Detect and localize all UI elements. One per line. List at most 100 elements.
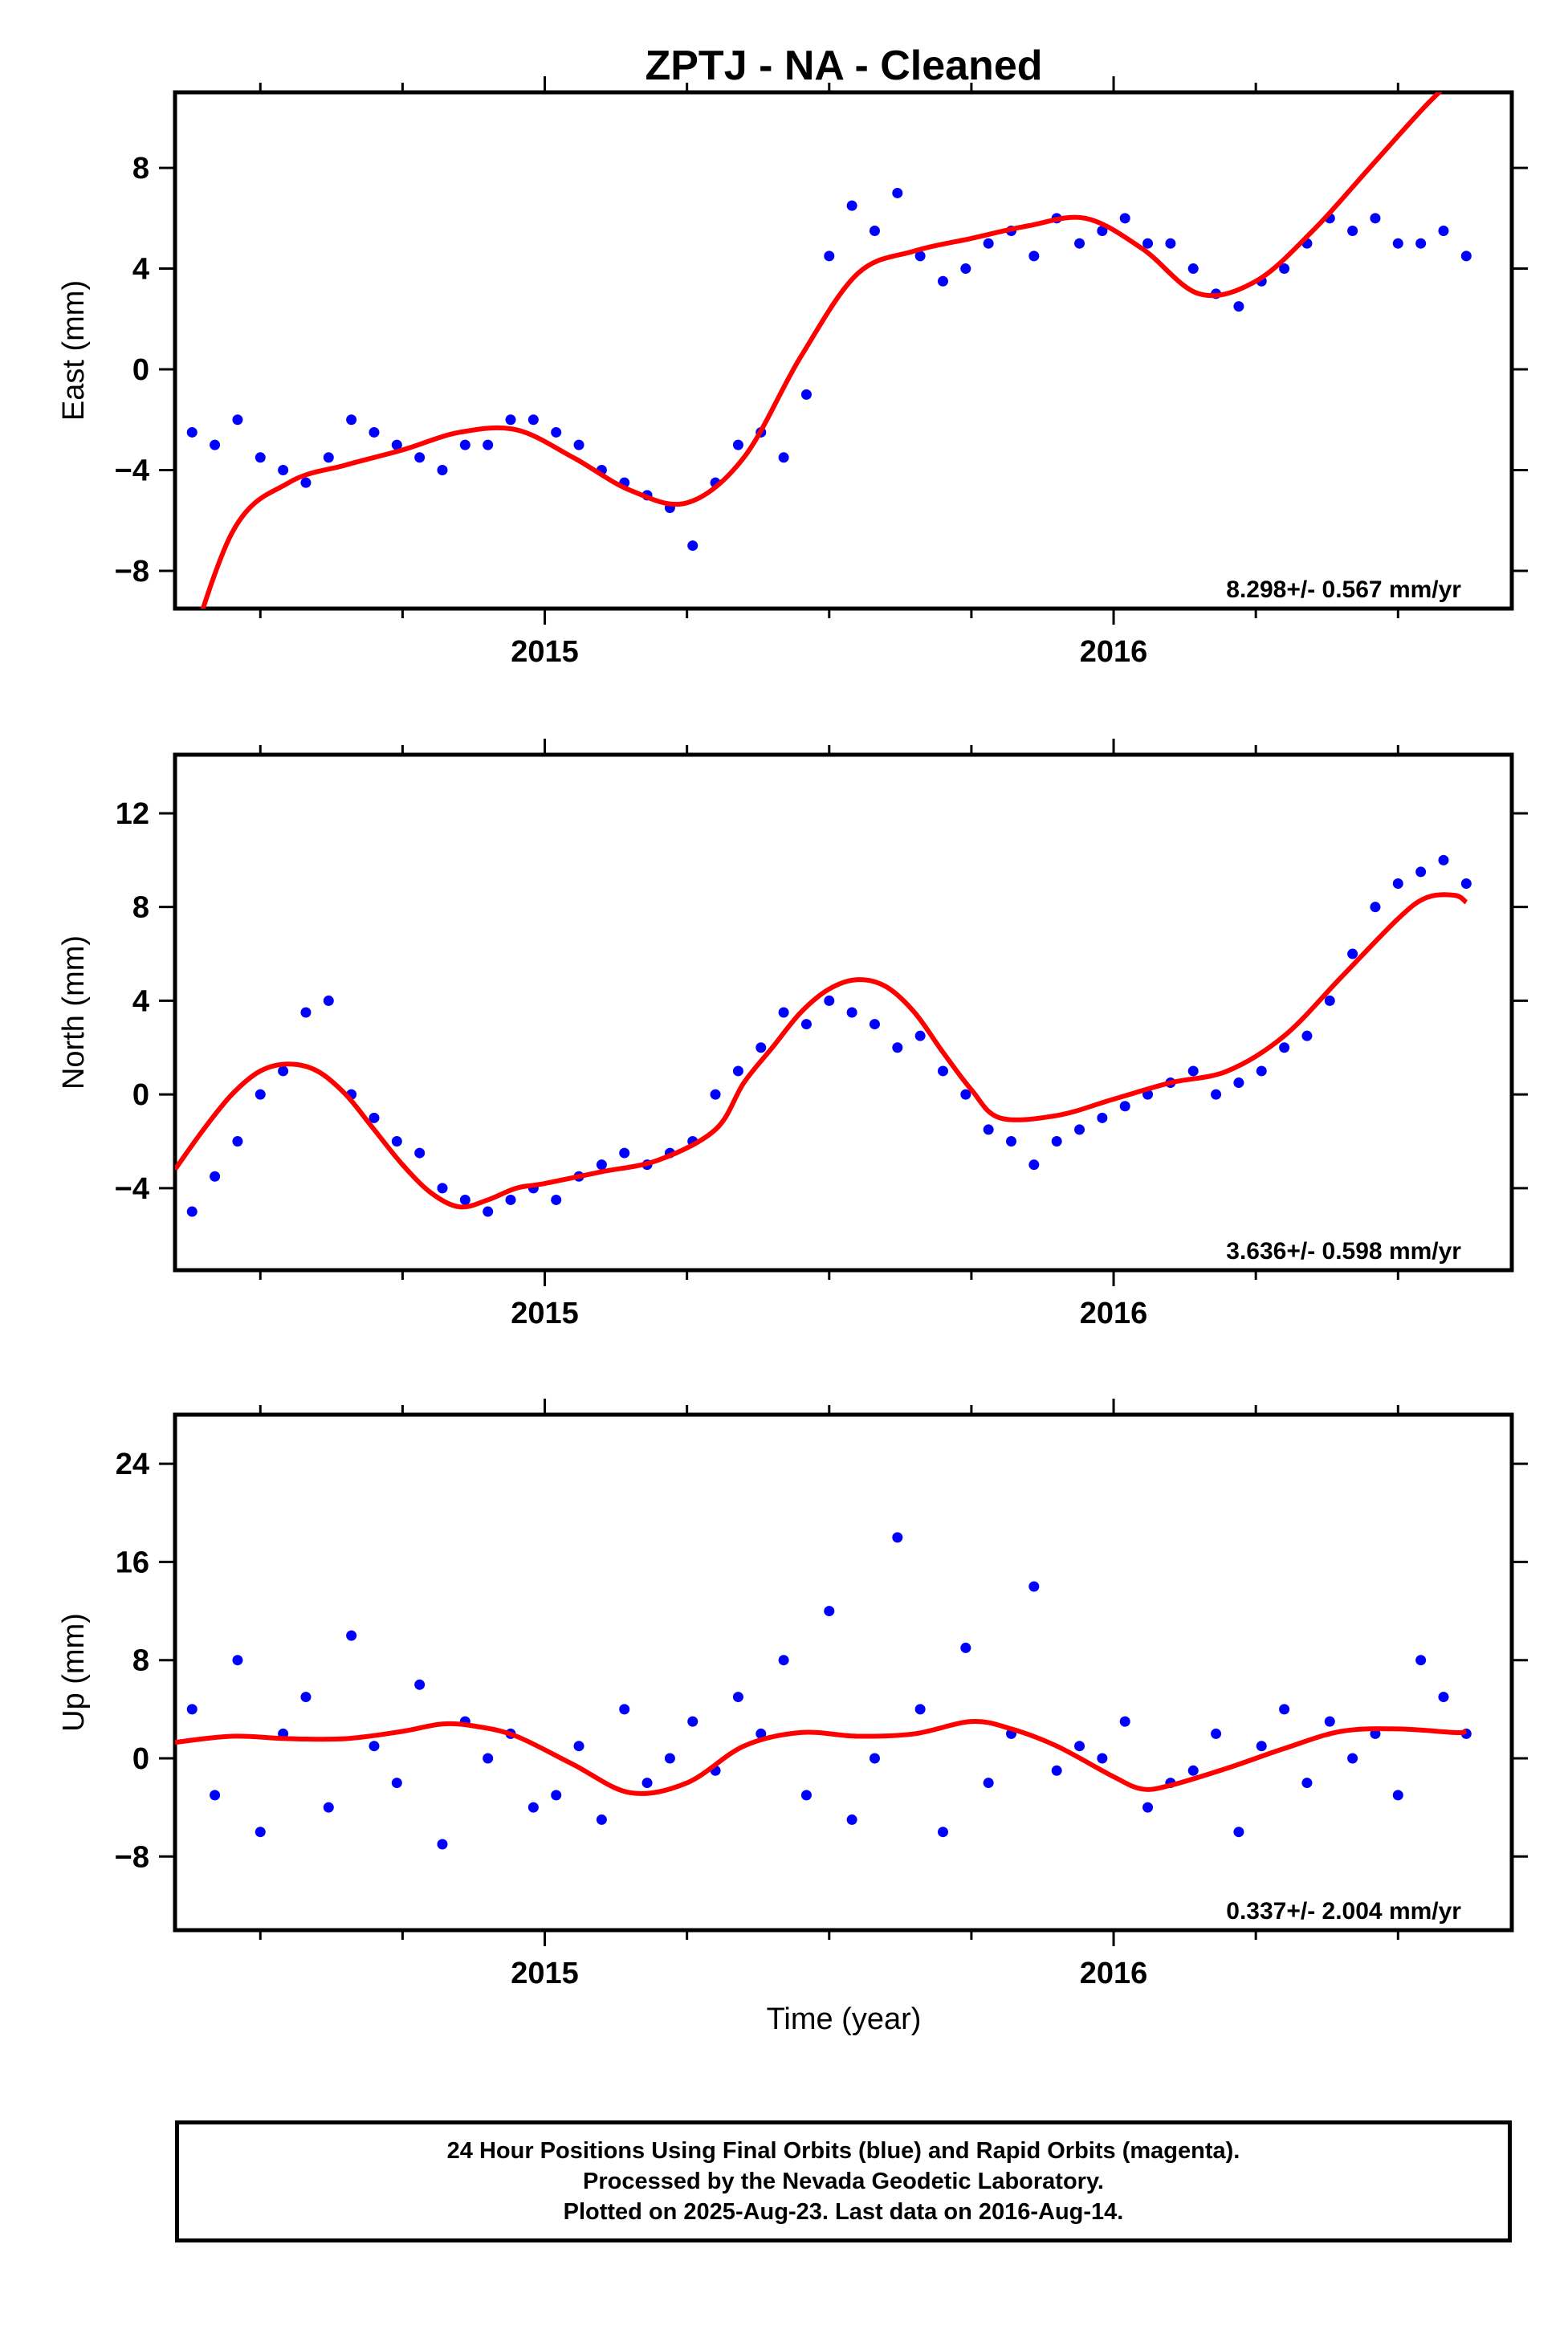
data-point: [1211, 1728, 1222, 1739]
data-point: [369, 1741, 380, 1752]
fit-curve: [175, 892, 1468, 1210]
data-point: [1460, 878, 1472, 889]
data-point: [551, 1194, 562, 1205]
data-point: [664, 1753, 675, 1764]
data-point: [323, 1802, 334, 1813]
footer-box: 24 Hour Positions Using Final Orbits (bl…: [175, 2120, 1512, 2242]
plot-frame: [173, 90, 1514, 611]
data-point: [1438, 1692, 1449, 1703]
data-point: [300, 477, 312, 488]
y-tick-label: 0: [132, 1742, 149, 1776]
y-tick-label: 0: [132, 1078, 149, 1112]
data-point: [1187, 263, 1199, 275]
data-point: [1233, 301, 1244, 312]
data-point: [414, 1679, 426, 1690]
y-tick-label: 16: [116, 1546, 149, 1579]
y-axis-label: North (mm): [57, 935, 91, 1090]
data-point: [323, 995, 334, 1006]
data-point: [869, 226, 880, 237]
data-point: [1187, 1065, 1199, 1077]
data-point: [300, 1692, 312, 1703]
data-point: [1279, 1042, 1290, 1053]
data-point: [210, 439, 221, 450]
data-point: [1301, 1030, 1313, 1041]
data-point: [573, 1741, 584, 1752]
data-point: [505, 414, 516, 426]
y-tick-label: −8: [115, 1840, 149, 1874]
data-point: [1438, 854, 1449, 866]
fit-curve: [200, 92, 1443, 609]
data-point: [937, 275, 948, 287]
data-point: [892, 1042, 903, 1053]
data-point: [1074, 1124, 1085, 1135]
data-point: [1074, 1741, 1085, 1752]
data-point: [914, 1704, 926, 1715]
data-point: [1074, 238, 1085, 249]
x-axis-label: Time (year): [767, 2002, 922, 2036]
data-point: [960, 1089, 971, 1100]
data-point: [300, 1007, 312, 1018]
data-point: [1301, 1778, 1313, 1789]
data-point: [641, 1778, 653, 1789]
plot-frame: [173, 1412, 1514, 1933]
data-point: [1347, 226, 1358, 237]
y-tick-label: −4: [115, 454, 149, 487]
data-point: [391, 1778, 402, 1789]
data-point: [391, 1136, 402, 1147]
x-tick-label: 2015: [511, 1957, 579, 1990]
data-point: [937, 1065, 948, 1077]
data-point: [869, 1753, 880, 1764]
data-point: [1392, 1790, 1403, 1801]
data-point: [596, 1814, 607, 1825]
data-point: [1279, 1704, 1290, 1715]
data-point: [619, 1147, 630, 1159]
panel-up: 2015 2016 −8 0 8 16 24 Up (mm) 0.337+/- 2.004 mm…: [57, 1399, 1528, 1990]
data-point: [687, 1716, 698, 1727]
data-point: [210, 1171, 221, 1182]
data-point: [1415, 238, 1427, 249]
data-point: [1097, 1112, 1108, 1123]
data-point: [596, 1159, 607, 1171]
data-point: [346, 414, 357, 426]
data-point: [619, 1704, 630, 1715]
data-point: [483, 439, 494, 450]
data-point: [1165, 238, 1176, 249]
data-point: [1279, 263, 1290, 275]
data-point: [573, 439, 584, 450]
data-point: [846, 1007, 857, 1018]
data-point: [1370, 213, 1381, 224]
data-point: [1370, 902, 1381, 913]
x-tick-label: 2015: [511, 635, 579, 669]
data-point: [869, 1019, 880, 1030]
data-point: [255, 1089, 266, 1100]
data-point: [1256, 1741, 1267, 1752]
y-tick-label: 4: [132, 253, 149, 287]
data-point: [1006, 1136, 1017, 1147]
panel-east: 2015 2016 −8 −4 0 4 8 East (mm) 8.298+/- 0.567 m…: [57, 76, 1528, 669]
data-point: [1119, 213, 1130, 224]
data-point: [1392, 878, 1403, 889]
data-point: [1119, 1716, 1130, 1727]
data-point: [778, 452, 789, 463]
data-point: [1142, 238, 1154, 249]
data-point: [186, 1704, 198, 1715]
data-point: [1347, 948, 1358, 959]
data-point: [459, 439, 470, 450]
data-point: [232, 414, 243, 426]
data-point: [960, 263, 971, 275]
data-point: [846, 200, 857, 211]
data-point: [1415, 1655, 1427, 1666]
data-point: [778, 1007, 789, 1018]
data-point: [1119, 1101, 1130, 1112]
rate-label: 0.337+/- 2.004 mm/yr: [1226, 1898, 1461, 1925]
footer-line-2: Processed by the Nevada Geodetic Laborat…: [583, 2169, 1104, 2194]
data-point: [710, 1089, 721, 1100]
x-tick-label: 2015: [511, 1297, 579, 1330]
data-point: [1347, 1753, 1358, 1764]
data-point: [755, 1042, 767, 1053]
x-tick-label: 2016: [1080, 1957, 1148, 1990]
data-point: [824, 995, 835, 1006]
data-point: [1256, 1065, 1267, 1077]
y-tick-label: 8: [132, 1644, 149, 1678]
